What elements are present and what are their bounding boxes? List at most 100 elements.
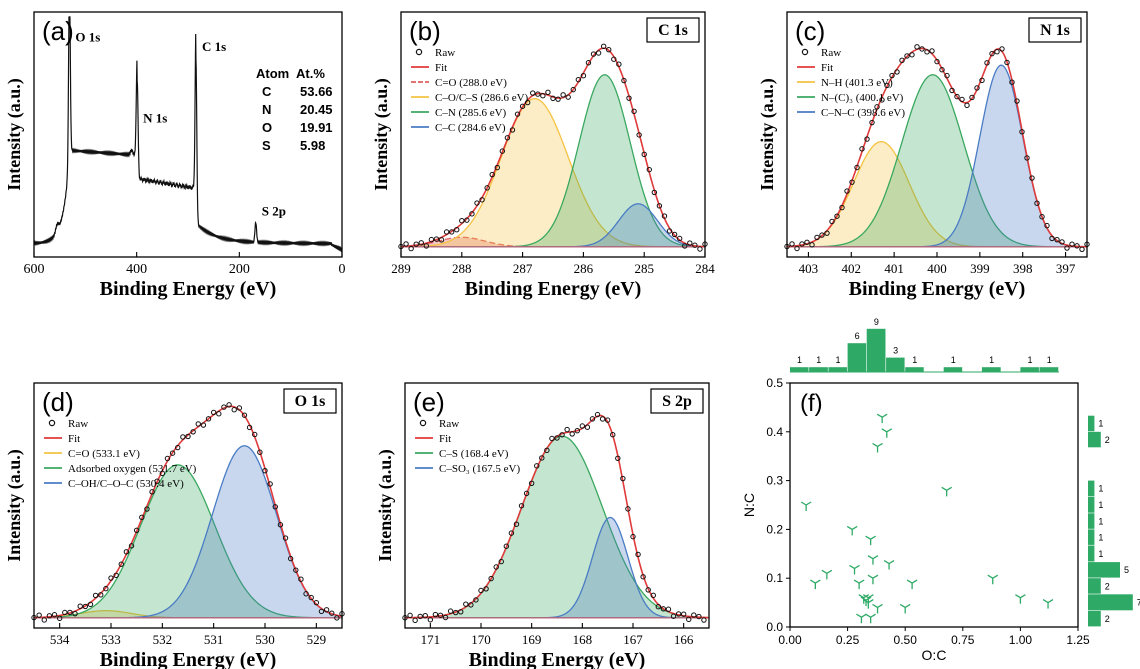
raw-point-e [539,455,545,461]
x-tick-label-f: 1.00 [1009,633,1033,647]
raw-point-c [864,136,870,142]
raw-point-e [498,558,504,565]
top-histogram-bar [905,367,924,372]
x-tick-label-e: 167 [623,632,643,647]
raw-point-c [1049,235,1055,242]
y-tick-label-f: 0.4 [766,425,783,439]
raw-point-d [323,607,330,613]
raw-point-b [514,111,521,117]
legend-label-d: C=O (533.1 eV) [68,448,140,460]
peak-label: S 2p [262,203,286,218]
legend-label-c: Raw [821,47,841,59]
raw-point-d [185,433,191,440]
top-histogram-bar [828,367,847,372]
top-histogram-count: 1 [1047,355,1052,365]
legend-marker-raw-c [801,48,809,56]
raw-point-b [489,171,495,178]
table-header-pct: At.% [296,66,325,81]
legend-label-d: Raw [68,418,88,430]
right-histogram-count: 1 [1098,549,1103,559]
peak-label: O 1s [75,29,100,44]
right-histogram-count: 1 [1098,419,1103,429]
raw-point-b [687,240,693,246]
raw-point-e [650,592,656,599]
right-histogram-count: 5 [1124,565,1129,575]
top-histogram-bar [847,343,867,372]
top-histogram-count: 6 [855,331,860,341]
region-label-b: C 1s [658,22,688,39]
raw-point-b [438,237,445,243]
y-tick-label-f: 0.1 [766,571,783,585]
legend-label-b: C=O (288.0 eV) [435,77,507,89]
raw-point-b [530,90,536,96]
raw-point-b [590,51,597,57]
raw-point-c [999,46,1005,52]
raw-point-e [549,435,555,442]
raw-point-b [651,189,658,196]
raw-point-d [226,402,232,408]
legend-label-c: N–H (401.3 eV) [821,77,893,89]
right-histogram-count: 1 [1098,516,1103,526]
raw-point-e [655,604,662,610]
raw-point-b [403,241,409,247]
raw-point-b [494,164,500,171]
raw-point-b [519,103,526,109]
x-tick-label-b: 289 [391,261,411,276]
right-histogram-bar [1088,578,1101,594]
table-cell-pct: 5.98 [300,138,325,153]
raw-point-e [427,617,434,623]
raw-point-b [585,60,592,66]
raw-point-c [844,188,850,194]
raw-point-c [1079,246,1085,253]
raw-point-c [1029,175,1035,181]
right-histogram-bar [1088,529,1095,545]
top-histogram-count: 1 [797,355,802,365]
x-tick-label-b: 285 [634,261,654,276]
x-tick-label-d: 529 [307,632,327,647]
table-cell-atom: C [262,84,272,99]
raw-point-d [282,535,289,541]
raw-point-b [666,228,673,234]
raw-point-c [969,94,975,101]
raw-point-c [884,82,890,89]
raw-point-e [660,606,667,612]
raw-point-d [313,599,320,606]
raw-point-c [1044,222,1050,229]
scatter-point [872,442,883,453]
raw-point-e [534,463,540,469]
table-cell-atom: O [262,120,272,135]
legend-label-c: C–N–C (398.6 eV) [821,107,905,119]
raw-point-d [159,470,166,477]
top-histogram-bar [886,357,905,372]
raw-point-e [569,431,575,437]
raw-point-b [636,132,642,138]
raw-point-d [200,422,207,428]
raw-point-d [318,608,325,615]
peak-label: N 1s [143,110,167,125]
region-badge-e [650,388,704,414]
raw-point-c [854,164,860,171]
raw-point-d [205,416,212,422]
right-histogram-count: 2 [1105,581,1110,591]
plot-frame-d [33,382,343,629]
x-tick-label-c: 401 [884,261,904,276]
raw-point-b [499,148,506,154]
raw-point-b [469,211,475,217]
y-axis-label-a: Intensity (a.u.) [4,78,25,191]
table-cell-atom: N [262,102,271,117]
scatter-point [865,613,876,624]
raw-point-d [287,555,294,562]
x-tick-label-f: 0.75 [951,633,975,647]
raw-point-b [454,227,460,233]
component-peak-d-1 [33,464,343,619]
raw-point-e [523,490,530,497]
raw-point-b [448,229,455,235]
raw-point-c [979,77,985,84]
raw-point-e [696,613,702,620]
raw-point-c [1069,241,1075,247]
raw-point-c [899,57,905,64]
x-tick-label-a: 0 [339,262,346,277]
plot-frame-a [33,11,343,258]
raw-point-b [443,229,450,235]
raw-point-c [959,96,965,103]
